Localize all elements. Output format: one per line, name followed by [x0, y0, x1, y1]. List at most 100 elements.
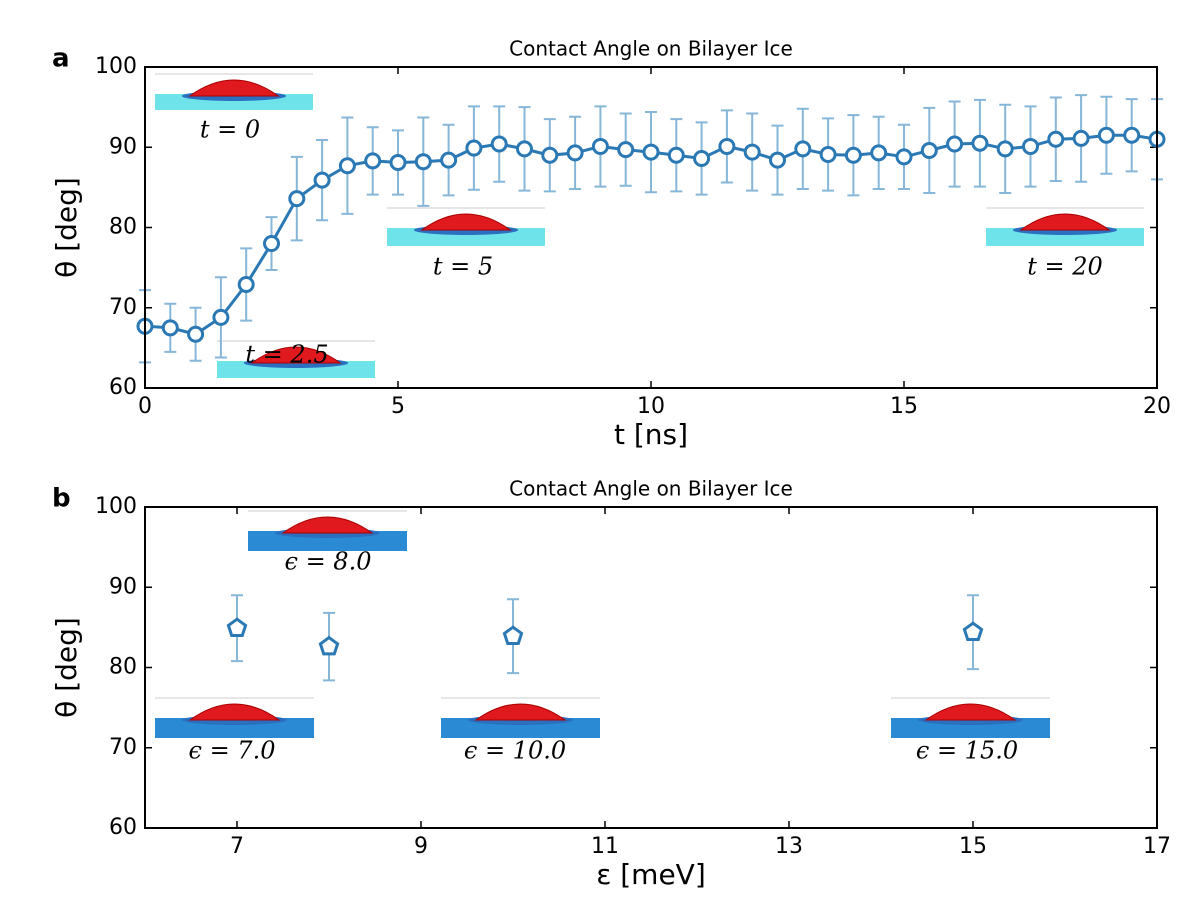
x-tick-label: 0 [138, 394, 152, 419]
droplet [420, 213, 512, 231]
marker [718, 137, 736, 155]
marker [1047, 130, 1065, 148]
plot-frame [144, 66, 1158, 389]
marker [440, 151, 458, 169]
inset-label: ϵ = 10.0 [464, 737, 566, 765]
marker [212, 308, 230, 326]
y-tick-label: 100 [95, 54, 137, 79]
snapshot-inset: t = 2.5 [217, 340, 375, 378]
marker [920, 141, 938, 159]
marker [1022, 137, 1039, 155]
y-tick-label: 70 [109, 735, 137, 760]
snapshot-inset: ϵ = 10.0 [441, 697, 600, 765]
x-tick-label: 17 [1143, 834, 1171, 859]
x-tick-label: 13 [775, 834, 803, 859]
marker [1123, 126, 1141, 144]
snapshot-inset: t = 0 [155, 73, 313, 144]
marker [844, 146, 862, 164]
snapshot-inset: ϵ = 15.0 [891, 697, 1050, 765]
marker [1072, 129, 1090, 147]
marker [1097, 126, 1115, 144]
x-tick-label: 10 [637, 394, 665, 419]
marker [490, 135, 508, 153]
marker [946, 135, 964, 153]
snapshot-inset: ϵ = 8.0 [248, 510, 407, 576]
y-axis-label: θ [deg] [50, 177, 83, 278]
panel: b Contact Angle on Bilayer Ice ε [meV] θ [d… [50, 477, 1171, 892]
inset-label: ϵ = 8.0 [285, 548, 372, 576]
x-tick-label: 15 [959, 834, 987, 859]
marker [263, 235, 280, 253]
marker [962, 621, 984, 641]
marker [541, 146, 559, 164]
marker [313, 171, 331, 189]
y-tick-label: 100 [95, 494, 137, 519]
x-tick-label: 11 [591, 834, 619, 859]
y-tick-label: 80 [109, 215, 137, 240]
droplet [250, 346, 342, 364]
marker [769, 151, 786, 169]
inset-label: ϵ = 15.0 [916, 737, 1018, 765]
droplet [188, 703, 281, 721]
y-tick-label: 90 [109, 574, 137, 599]
inset-label: t = 20 [1027, 253, 1103, 281]
marker [226, 617, 248, 637]
marker [693, 149, 711, 167]
panel-label: b [52, 484, 71, 514]
y-tick-label: 70 [109, 295, 137, 320]
marker [566, 144, 584, 162]
marker [414, 153, 432, 171]
marker [819, 145, 837, 163]
droplet [1019, 213, 1111, 231]
marker [288, 190, 306, 208]
marker [971, 134, 989, 152]
marker [364, 152, 382, 170]
marker [895, 148, 913, 166]
x-tick-label: 9 [414, 834, 428, 859]
snapshot-inset: ϵ = 7.0 [155, 697, 314, 765]
droplet [924, 703, 1017, 721]
panel: a Contact Angle on Bilayer Ice t [ns] θ [de… [50, 37, 1171, 452]
marker [161, 319, 179, 337]
marker [996, 140, 1014, 158]
droplet [474, 703, 567, 721]
inset-label: t = 5 [433, 253, 493, 281]
y-tick-label: 60 [109, 815, 137, 840]
snapshot-inset: t = 5 [387, 207, 545, 281]
x-axis-label: t [ns] [614, 418, 688, 451]
droplet [281, 516, 374, 534]
x-tick-label: 15 [890, 394, 918, 419]
marker [516, 140, 533, 158]
marker [617, 141, 635, 159]
inset-label: t = 2.5 [245, 341, 328, 369]
marker [591, 137, 609, 155]
marker [389, 153, 407, 171]
marker [743, 143, 761, 161]
inset-label: t = 0 [200, 116, 260, 144]
marker [237, 275, 255, 293]
y-tick-label: 90 [109, 134, 137, 159]
chart-title: Contact Angle on Bilayer Ice [509, 477, 793, 501]
marker [502, 625, 524, 645]
marker [667, 146, 685, 164]
chart-title: Contact Angle on Bilayer Ice [509, 37, 793, 61]
panel-label: a [52, 44, 70, 74]
droplet [188, 79, 280, 97]
x-tick-label: 5 [391, 394, 405, 419]
marker [642, 143, 660, 161]
y-tick-label: 60 [109, 375, 137, 400]
snapshot-inset: t = 20 [986, 207, 1144, 281]
marker [318, 635, 340, 656]
marker [794, 140, 812, 158]
marker [187, 325, 205, 343]
x-tick-label: 20 [1143, 394, 1171, 419]
inset-label: ϵ = 7.0 [189, 737, 276, 765]
marker [870, 144, 888, 162]
y-tick-label: 80 [109, 655, 137, 680]
x-tick-label: 7 [230, 834, 244, 859]
x-axis-label: ε [meV] [596, 858, 706, 891]
marker [338, 157, 356, 175]
y-axis-label: θ [deg] [50, 617, 83, 718]
plot-frame [144, 506, 1158, 829]
